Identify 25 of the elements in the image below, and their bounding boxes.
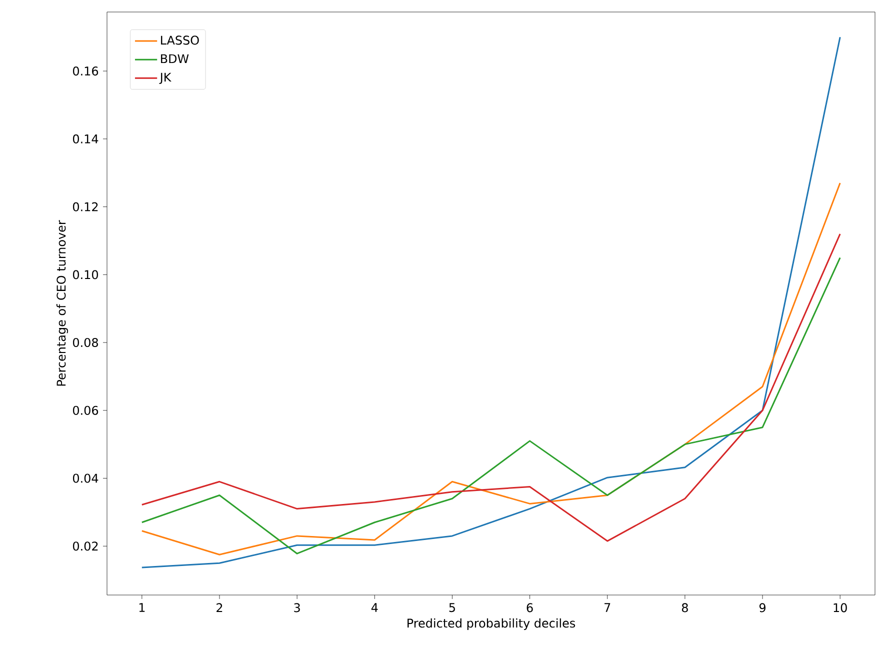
legend-label: LASSO [161, 36, 199, 45]
y-tick-label: 0.08 [72, 338, 98, 348]
legend-label: JK [159, 72, 172, 84]
line-series [141, 182, 841, 556]
y-tick-label: 0.14 [72, 134, 98, 144]
line-series [141, 36, 841, 568]
x-tick-label: 5 [449, 603, 455, 612]
x-tick-label: 2 [216, 603, 222, 612]
x-tick-label: 3 [294, 603, 300, 612]
y-tick-label: 0.02 [72, 542, 98, 551]
x-tick-label: 8 [682, 603, 688, 612]
y-tick-label: 0.12 [72, 202, 98, 212]
y-axis-title: Percentage of CEO turnover [56, 220, 68, 386]
y-tick-label: 0.10 [72, 270, 98, 280]
x-tick-label: 9 [759, 603, 766, 612]
x-tick-label: 7 [604, 603, 610, 612]
x-tick-label: 1 [139, 603, 145, 612]
x-tick-label: 10 [834, 603, 847, 612]
y-tick-label: 0.16 [72, 66, 98, 76]
legend-label: BDW [161, 54, 189, 64]
y-tick-label: 0.06 [72, 406, 98, 415]
x-axis-title: Predicted probability deciles [408, 618, 576, 630]
x-tick-label: 6 [526, 603, 533, 612]
x-tick-label: 4 [371, 603, 378, 612]
y-tick-label: 0.04 [72, 474, 98, 483]
